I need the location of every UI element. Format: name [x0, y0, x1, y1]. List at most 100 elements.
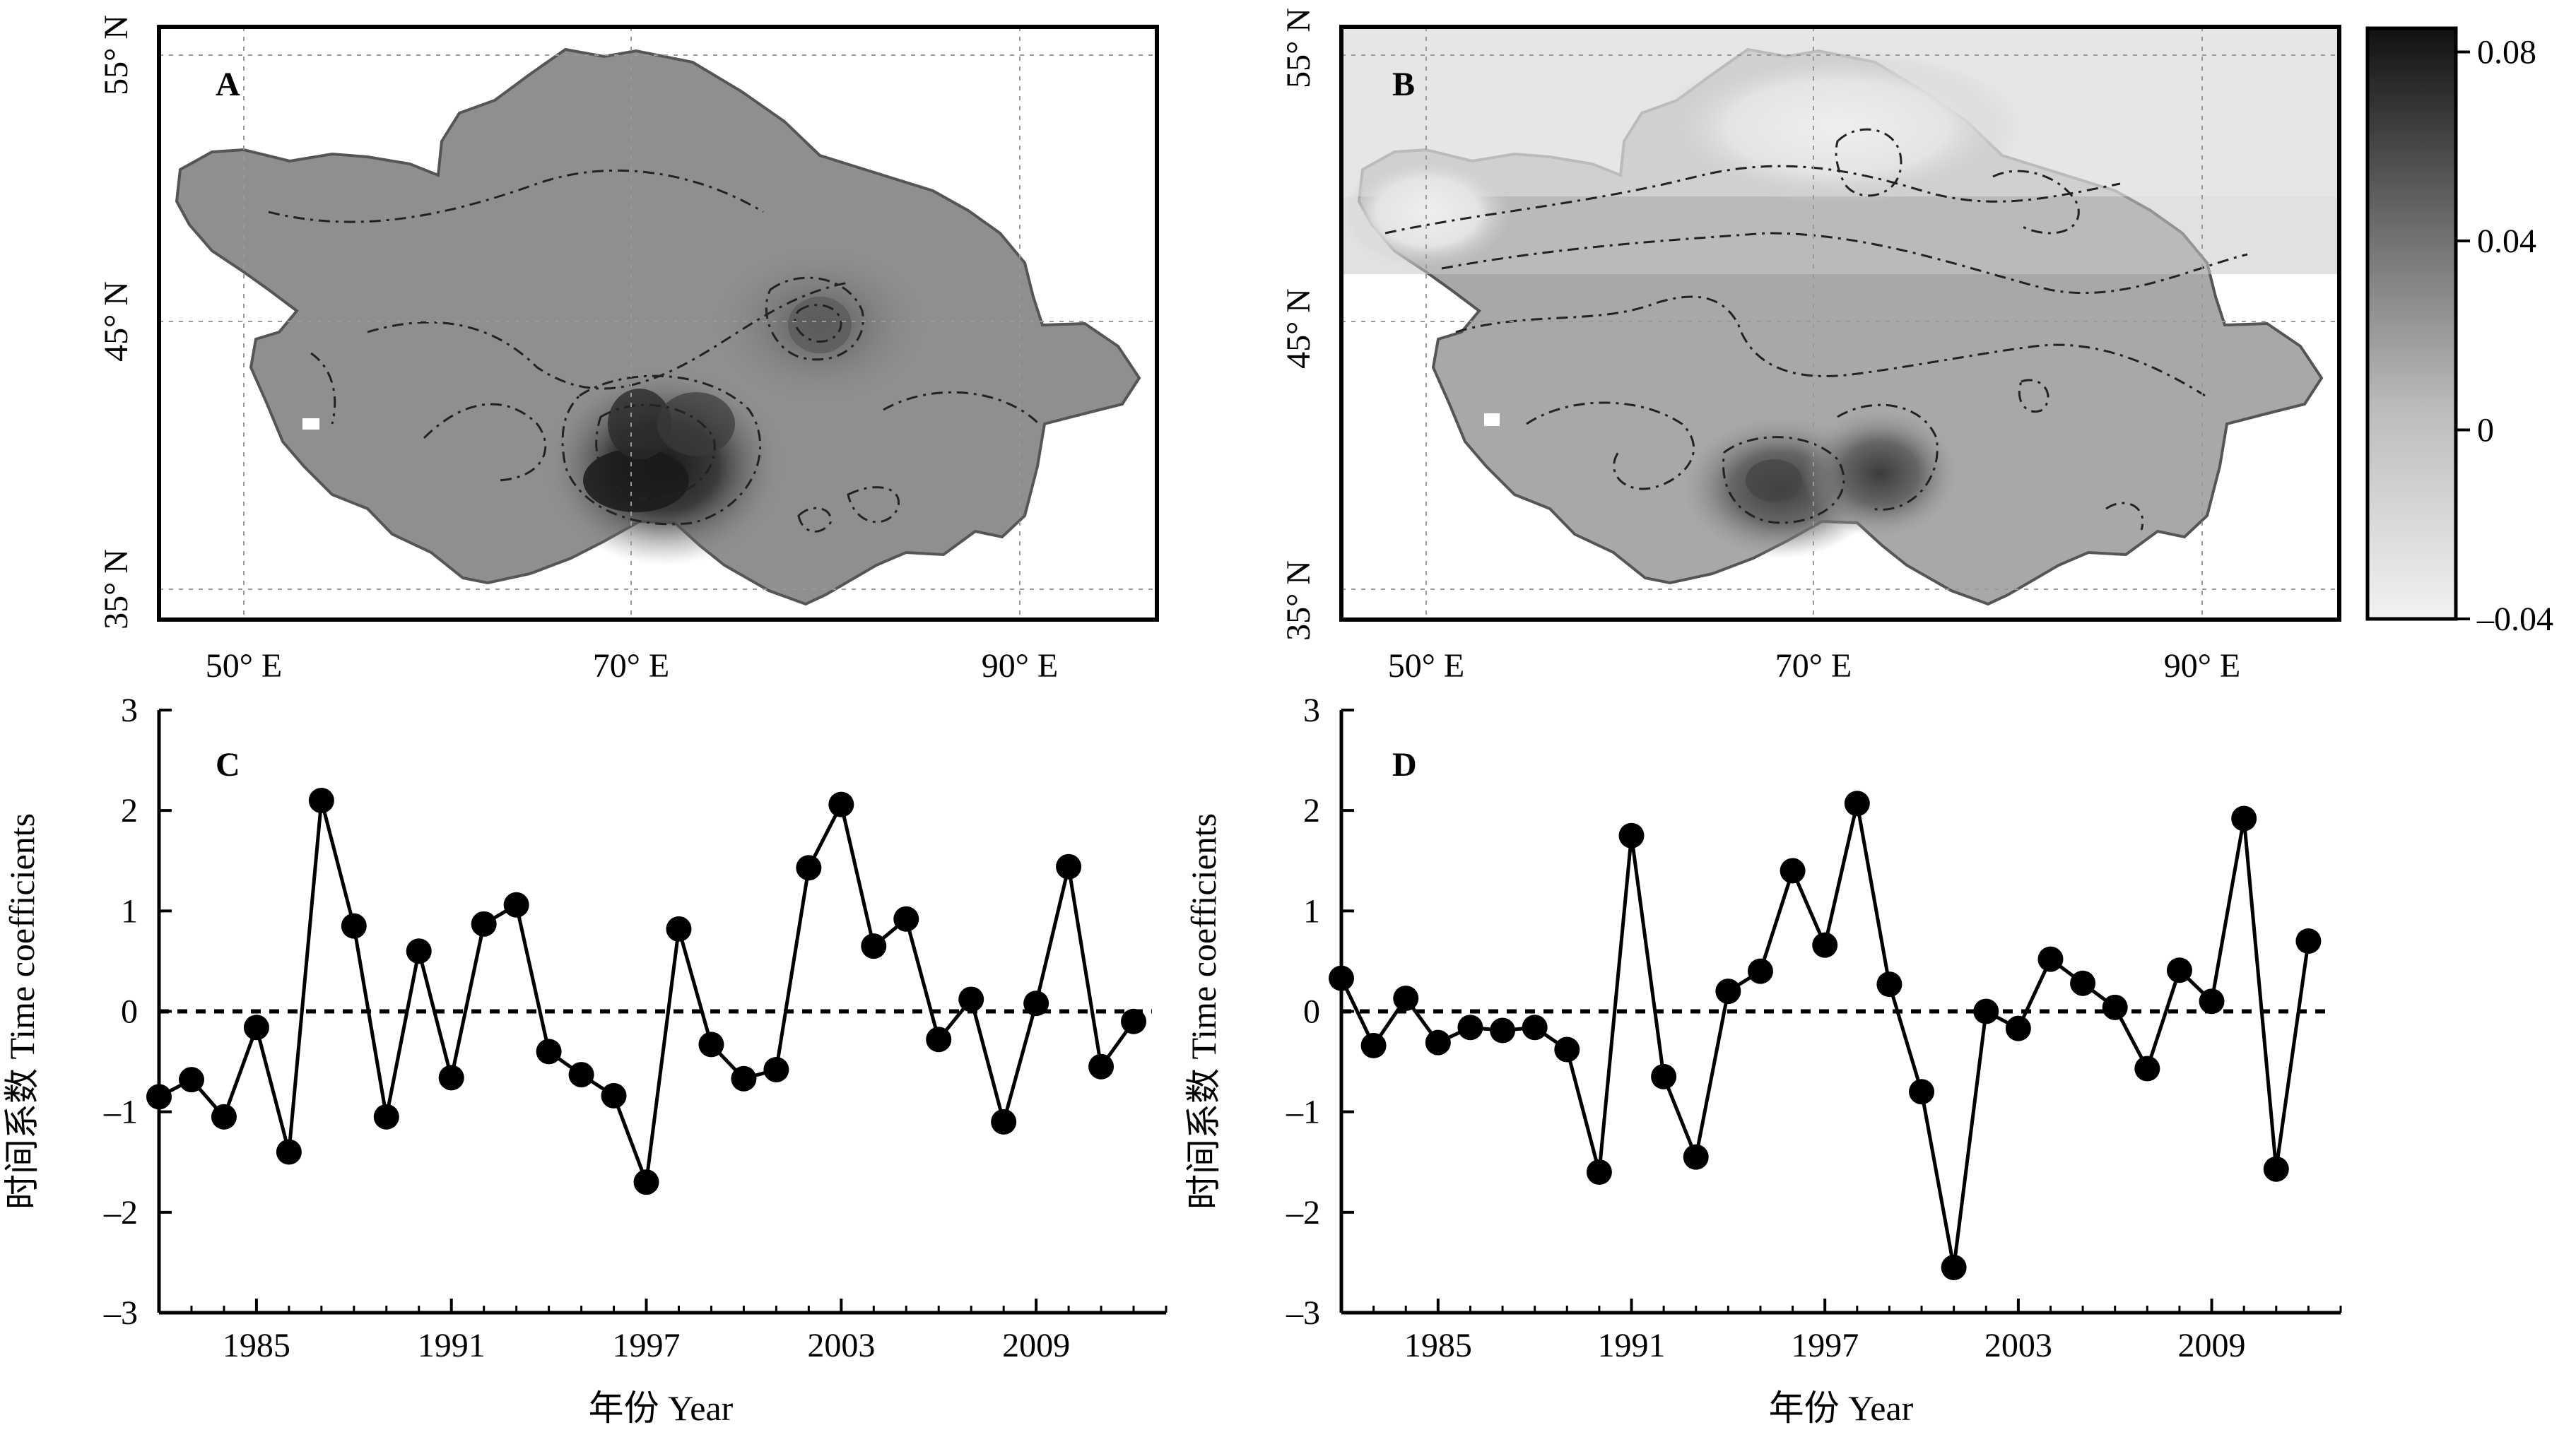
- x-tick-label: 1997: [1791, 1327, 1859, 1364]
- x-tick-label: 2009: [2178, 1327, 2246, 1364]
- data-point: [1618, 822, 1645, 849]
- data-point: [926, 1027, 952, 1053]
- colorbar-tick-label: 0.08: [2477, 33, 2536, 71]
- y-tick-label: 0: [121, 993, 138, 1031]
- data-point: [178, 1067, 204, 1093]
- y-tick-label: –1: [1286, 1094, 1320, 1131]
- x-tick-label: 2003: [1984, 1327, 2052, 1364]
- data-point: [438, 1065, 464, 1091]
- data-point: [958, 986, 984, 1012]
- data-point: [2134, 1056, 2160, 1082]
- colorbar: 0.08 0.04 0 –0.04: [2365, 26, 2553, 638]
- data-point: [276, 1139, 302, 1165]
- data-point: [536, 1039, 562, 1065]
- data-point: [1651, 1063, 1677, 1089]
- data-point: [1586, 1159, 1612, 1185]
- y-tick-label: 2: [1303, 792, 1320, 829]
- data-point: [666, 916, 692, 942]
- y-tick-label: –3: [1286, 1294, 1320, 1332]
- series-line: [158, 799, 1136, 1183]
- lat-tick-label: 55° N: [1280, 8, 1317, 88]
- y-tick-label: 3: [121, 692, 138, 729]
- data-point: [1715, 979, 1741, 1005]
- time-series-chart-c: 3 2 1 0 –1 –2 –3 1985 1991 1997 2003 2009 C 年份 Year 时间…: [2, 692, 1168, 1428]
- data-point: [2231, 805, 2257, 832]
- x-tick-label: 2009: [1002, 1327, 1070, 1364]
- data-point: [1088, 1053, 1114, 1080]
- series-line: [1339, 803, 2310, 1268]
- data-point: [796, 855, 822, 881]
- data-point: [373, 1104, 399, 1130]
- x-axis-title: 年份 Year: [1769, 1388, 1914, 1428]
- data-point: [861, 933, 887, 959]
- data-point: [2005, 1015, 2031, 1041]
- data-point: [1554, 1036, 1580, 1063]
- colorbar-tick-label: 0: [2477, 411, 2494, 449]
- lon-tick-label: 50° E: [206, 647, 283, 685]
- data-point: [503, 892, 529, 918]
- y-tick-label: –2: [1286, 1194, 1320, 1231]
- data-point: [308, 787, 334, 813]
- lat-tick-label: 45° N: [1280, 288, 1317, 369]
- panel-letter: D: [1392, 746, 1417, 784]
- y-axis-title: 时间系数 Time coefficients: [2, 813, 42, 1210]
- data-point: [471, 911, 497, 937]
- lat-tick-label: 45° N: [98, 281, 135, 362]
- y-tick-label: 0: [1303, 993, 1320, 1031]
- data-point: [1393, 986, 1419, 1012]
- data-point: [341, 913, 367, 939]
- x-tick-label: 1991: [1598, 1327, 1666, 1364]
- panel-letter: C: [216, 746, 240, 784]
- data-point: [1973, 998, 1999, 1024]
- data-point: [731, 1065, 757, 1092]
- data-point: [2037, 946, 2064, 972]
- colorbar-tick-label: –0.04: [2476, 601, 2553, 638]
- data-point: [1457, 1015, 1483, 1041]
- lon-tick-label: 70° E: [593, 647, 670, 685]
- data-point: [828, 791, 854, 817]
- data-point: [1780, 858, 1806, 884]
- map-panel-b: B 55° N 45° N 35° N 50° E 70° E 90° E: [1280, 8, 2341, 685]
- data-point: [211, 1104, 237, 1130]
- data-point: [763, 1056, 789, 1082]
- panel-letter-a: A: [216, 66, 240, 103]
- data-point: [1056, 853, 1082, 880]
- data-point: [2070, 970, 2096, 996]
- data-point: [1425, 1029, 1451, 1056]
- data-point: [698, 1032, 724, 1058]
- data-point: [2166, 957, 2192, 983]
- x-axis-title: 年份 Year: [589, 1388, 734, 1428]
- lat-tick-label: 35° N: [1280, 560, 1317, 641]
- y-tick-label: 3: [1303, 692, 1320, 729]
- data-point: [1909, 1079, 1935, 1105]
- data-point: [146, 1084, 172, 1110]
- data-point: [1490, 1017, 1516, 1044]
- x-tick-label: 2003: [807, 1327, 875, 1364]
- data-point: [601, 1082, 627, 1109]
- lat-tick-label: 55° N: [98, 15, 135, 95]
- data-point: [2102, 994, 2128, 1020]
- x-tick-label: 1985: [223, 1327, 290, 1364]
- region-shape-a: [175, 47, 1141, 606]
- data-point: [2263, 1156, 2289, 1182]
- time-series-chart-d: 3 2 1 0 –1 –2 –3 1985 1991 1997 2003 2009 D 年份 Year 时间…: [1184, 692, 2342, 1428]
- data-point: [1329, 965, 1354, 991]
- data-point: [1747, 958, 1773, 984]
- lon-tick-label: 50° E: [1388, 647, 1465, 685]
- x-tick-label: 1997: [613, 1327, 681, 1364]
- y-tick-label: 2: [121, 792, 138, 829]
- y-tick-label: –2: [103, 1194, 138, 1231]
- data-point: [633, 1169, 659, 1195]
- data-point: [991, 1109, 1017, 1135]
- map-panel-a: A 55° N 45° N 35° N 50° E 70° E 90° E: [98, 15, 1159, 685]
- x-tick-label: 1991: [418, 1327, 486, 1364]
- data-point: [893, 906, 919, 932]
- lon-tick-label: 90° E: [982, 647, 1059, 685]
- data-point: [1360, 1032, 1387, 1058]
- data-point: [1812, 932, 1838, 958]
- data-point: [2199, 988, 2225, 1015]
- data-point: [1522, 1015, 1548, 1041]
- lat-tick-label: 35° N: [98, 549, 135, 630]
- data-point: [1683, 1144, 1709, 1170]
